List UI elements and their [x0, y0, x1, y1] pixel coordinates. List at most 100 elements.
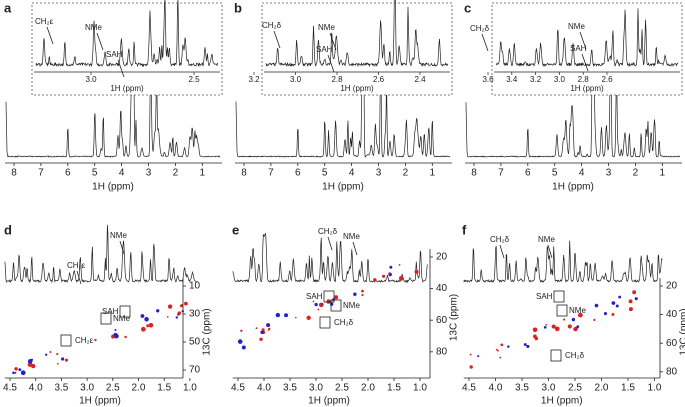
x-axis-label: 1H (ppm): [552, 182, 594, 193]
annotation: SAH: [316, 45, 333, 54]
cross-peak: [495, 348, 498, 351]
y-tick-label: 80: [666, 366, 678, 377]
inset-tick-label: 3.6: [482, 75, 494, 84]
cross-peak: [317, 308, 320, 311]
x-tick-label: 2.0: [595, 383, 609, 394]
x-tick-label: 8: [471, 168, 477, 179]
annotation: CH₂ε: [35, 17, 54, 26]
cross-peak: [388, 272, 391, 275]
inset-frame: [31, 2, 223, 96]
cross-peak: [554, 326, 560, 332]
cross-peak: [469, 353, 472, 356]
annotation: SAH: [102, 307, 119, 316]
x-tick-label: 1.0: [413, 383, 427, 394]
inset-spectrum: [265, 0, 449, 68]
arrow: [273, 30, 281, 49]
cross-peak: [148, 322, 154, 328]
y-tick-label: 60: [436, 315, 448, 326]
annotation: NMe: [568, 22, 585, 31]
cross-peak: [573, 326, 578, 332]
cross-peak: [259, 337, 263, 342]
y-tick-label: 40: [436, 283, 448, 294]
arrow: [327, 236, 333, 251]
arrow: [329, 32, 337, 51]
annotation: CH₂δ: [318, 227, 338, 236]
annotation: NMe: [343, 301, 360, 310]
annotation: CH₂δ: [334, 318, 354, 327]
cross-peak: [266, 323, 271, 328]
cross-peak: [20, 370, 26, 376]
spectrum: [465, 14, 681, 158]
x-tick-label: 2.5: [568, 383, 582, 394]
x-tick-label: 6: [295, 168, 301, 179]
y-tick-label: 10: [189, 281, 201, 292]
cross-peak: [618, 295, 622, 299]
x-tick-label: 1.5: [157, 383, 171, 394]
cross-peak: [275, 312, 281, 318]
cross-peak: [45, 353, 48, 356]
panel-label: c: [464, 0, 471, 15]
arrow: [547, 244, 553, 259]
cross-peak: [567, 324, 572, 329]
inset-tick-label: 2.8: [578, 75, 590, 84]
cross-peak: [261, 328, 265, 332]
cross-peak: [177, 311, 182, 315]
cross-peak: [477, 355, 480, 358]
annotation: NMe: [569, 306, 586, 315]
peak-box: [330, 299, 342, 312]
cross-peak: [326, 299, 331, 304]
cross-peak: [414, 269, 419, 274]
arrow: [76, 270, 82, 285]
x-tick-label: 3.5: [54, 383, 68, 394]
cross-peak: [398, 275, 404, 281]
x-tick-label: 4.5: [462, 383, 476, 394]
x-tick-label: 5: [92, 168, 98, 179]
cross-peak: [14, 371, 17, 374]
cross-peak: [398, 263, 401, 266]
panel-label: a: [4, 0, 12, 15]
x-axis-label: 1H (ppm): [308, 396, 350, 407]
x-tick-label: 3: [376, 168, 382, 179]
x-tick-label: 1.5: [621, 383, 635, 394]
annotation: SAH: [536, 292, 553, 301]
cross-peak: [144, 316, 149, 322]
cross-peak: [27, 362, 33, 367]
cross-peak: [333, 295, 339, 300]
annotation: NMe: [85, 23, 102, 32]
spectrum: [235, 17, 451, 158]
cross-peak: [507, 345, 510, 348]
arrow: [352, 241, 358, 256]
projection: [232, 232, 428, 284]
cross-peak: [267, 329, 270, 331]
annotation: NMe: [113, 314, 130, 323]
x-tick-label: 4: [349, 168, 355, 179]
cross-peak: [64, 358, 69, 362]
cross-peak: [49, 351, 52, 354]
x-tick-label: 1: [200, 168, 206, 179]
cross-peak: [321, 303, 324, 305]
cross-peak: [56, 352, 59, 356]
annotation: NMe: [538, 235, 555, 244]
x-tick-label: 4: [579, 168, 585, 179]
annotation: NMe: [110, 231, 127, 240]
cross-peak: [628, 299, 633, 304]
arrow: [117, 59, 125, 78]
panel-label: f: [462, 222, 467, 237]
panel-label: d: [4, 222, 12, 237]
x-tick-label: 3: [606, 168, 612, 179]
x-tick-label: 5: [322, 168, 328, 179]
x-tick-label: 2.5: [106, 383, 120, 394]
cross-peak: [294, 316, 297, 319]
x-tick-label: 2.0: [361, 383, 375, 394]
annotation: NMe: [343, 232, 360, 241]
cross-peak: [523, 343, 527, 346]
cross-peak: [175, 316, 178, 319]
peak-box: [119, 305, 131, 318]
peak-box: [319, 316, 331, 329]
x-tick-label: 6: [525, 168, 531, 179]
cross-peak: [594, 303, 599, 308]
cross-peak: [628, 307, 633, 312]
cross-peak: [114, 328, 117, 331]
